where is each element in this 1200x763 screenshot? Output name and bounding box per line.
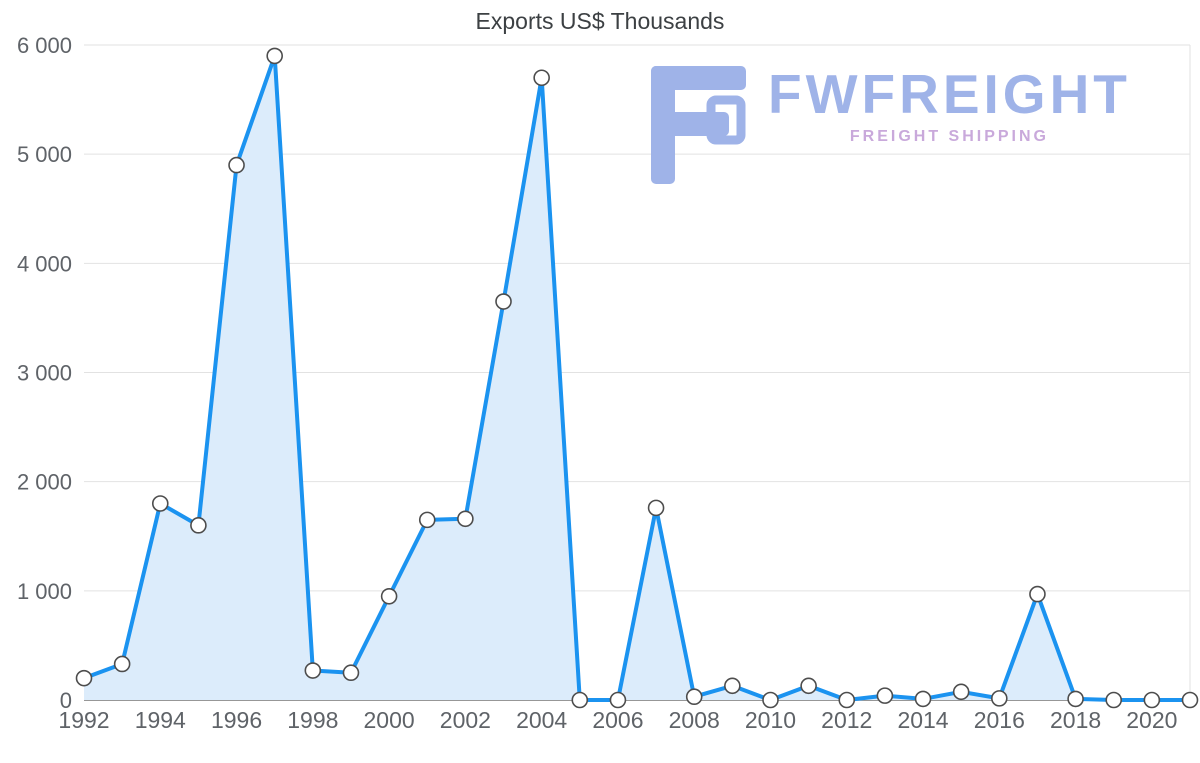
data-point [647, 499, 665, 517]
data-point [457, 510, 474, 528]
data-point [495, 293, 512, 310]
data-point [418, 511, 436, 529]
data-point [1181, 691, 1199, 709]
data-point [1067, 690, 1084, 708]
data-point [304, 662, 322, 679]
data-point [151, 495, 169, 512]
y-tick-label: 0 [60, 688, 72, 713]
y-tick-label: 6 000 [17, 33, 72, 58]
x-tick-label: 2008 [669, 707, 720, 733]
data-point [190, 517, 207, 534]
data-point [685, 688, 703, 706]
data-point [266, 47, 283, 65]
data-point [1143, 691, 1161, 709]
data-point [1105, 691, 1123, 709]
data-point [380, 587, 398, 605]
x-tick-label: 1996 [211, 707, 262, 733]
data-point [876, 687, 894, 704]
data-point [342, 664, 360, 682]
data-point [75, 669, 93, 687]
x-tick-label: 1992 [58, 707, 109, 733]
x-tick-label: 2012 [821, 707, 872, 733]
x-tick-label: 2014 [897, 707, 948, 733]
x-tick-label: 2000 [364, 707, 415, 733]
data-point [762, 691, 779, 709]
x-tick-label: 2002 [440, 707, 491, 733]
x-tick-label: 2018 [1050, 707, 1101, 733]
series-area [84, 55, 1190, 700]
y-tick-label: 5 000 [17, 142, 72, 167]
data-point [952, 683, 970, 701]
x-tick-label: 2006 [592, 707, 643, 733]
x-tick-label: 2010 [745, 707, 796, 733]
data-point [1029, 585, 1046, 603]
y-tick-label: 4 000 [17, 251, 72, 276]
data-point [914, 690, 932, 708]
series-line [82, 53, 1192, 702]
x-tick-label: 2016 [974, 707, 1025, 733]
data-point [609, 691, 627, 709]
y-tick-label: 2 000 [17, 470, 72, 495]
data-point [800, 677, 817, 695]
data-point [571, 691, 589, 709]
x-tick-label: 2020 [1126, 707, 1177, 733]
data-point [228, 156, 245, 174]
x-tick-label: 1998 [287, 707, 338, 733]
data-point [991, 690, 1008, 707]
y-tick-label: 3 000 [17, 361, 72, 386]
chart-title: Exports US$ Thousands [475, 8, 725, 34]
x-tick-label: 2004 [516, 707, 567, 733]
y-tick-label: 1 000 [17, 579, 72, 604]
data-point [113, 655, 131, 673]
x-tick-label: 1994 [135, 707, 186, 733]
data-point [724, 677, 741, 695]
data-point [533, 69, 550, 87]
data-point [838, 691, 856, 709]
